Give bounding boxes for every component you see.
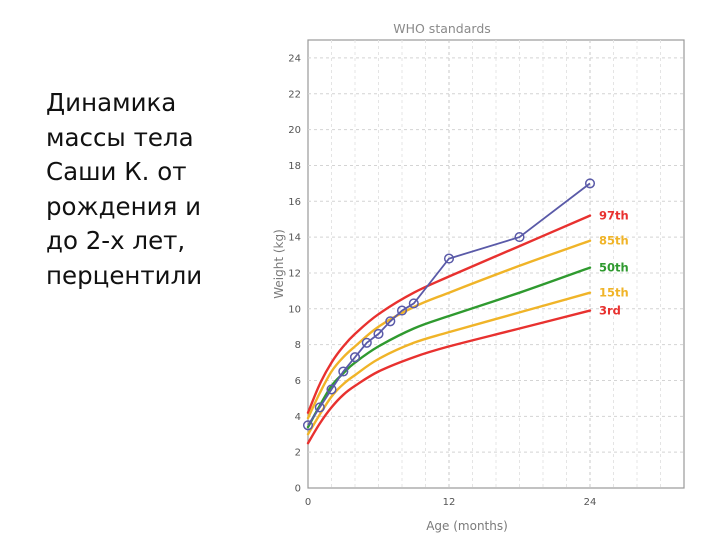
percentile-label-85th: 85th [599,234,629,248]
percentile-curve-50th [306,266,592,429]
slide-text-line: Динамика [46,88,177,117]
y-tick-label: 4 [295,412,301,423]
y-tick-label: 24 [288,53,301,64]
chart-title: WHO standards [393,21,491,36]
y-tick-label: 6 [295,376,301,387]
y-tick-label: 20 [288,125,301,136]
child-weight-point [302,420,314,431]
x-tick-label: 0 [305,497,311,508]
x-tick-label: 12 [443,497,456,508]
slide-text-line: до 2-х лет, [46,226,186,255]
child-weight-point [314,402,325,413]
child-weight-series [302,178,596,431]
child-weight-point [349,352,361,363]
slide-text-line: перцентили [46,260,203,290]
child-weight-point [326,384,337,395]
y-tick-label: 2 [295,448,301,459]
child-weight-point [385,316,396,327]
slide-text: Динамика массы тела Саши К. от рождения … [46,86,266,293]
x-axis-label: Age (months) [426,519,508,533]
y-tick-label: 8 [295,340,301,351]
child-weight-point [338,366,349,377]
y-tick-label: 10 [288,304,301,315]
y-axis-label: Weight (kg) [272,229,286,299]
y-tick-label: 14 [288,233,301,244]
percentile-curve-3rd [306,309,592,445]
percentile-label-3rd: 3rd [599,304,621,318]
slide-text-line: Саши К. от [46,157,187,186]
child-weight-point [408,298,419,309]
percentile-curve-97th [306,214,592,414]
grid [308,40,684,488]
child-weight-point [373,328,384,339]
child-weight-point [443,253,455,264]
percentile-curves: 97th 85th 50th 15th 3rd [306,209,629,445]
y-tick-label: 22 [288,89,301,100]
y-tick-label: 18 [288,161,301,172]
percentile-curve-15th [306,291,592,436]
percentile-label-15th: 15th [599,286,629,300]
child-weight-point [396,305,408,316]
child-weight-point [514,232,525,243]
y-tick-label: 0 [295,484,301,495]
slide-text-line: массы тела [46,122,194,152]
y-tick-label: 16 [288,197,301,208]
percentile-label-50th: 50th [599,261,629,275]
percentile-label-97th: 97th [599,209,629,223]
percentile-curve-85th [306,239,592,420]
child-weight-point [584,178,596,189]
child-weight-line [307,182,591,426]
slide-text-line: рождения и [46,191,202,221]
y-tick-label: 12 [288,268,301,279]
child-weight-point [361,337,372,348]
x-tick-label: 24 [584,497,597,508]
